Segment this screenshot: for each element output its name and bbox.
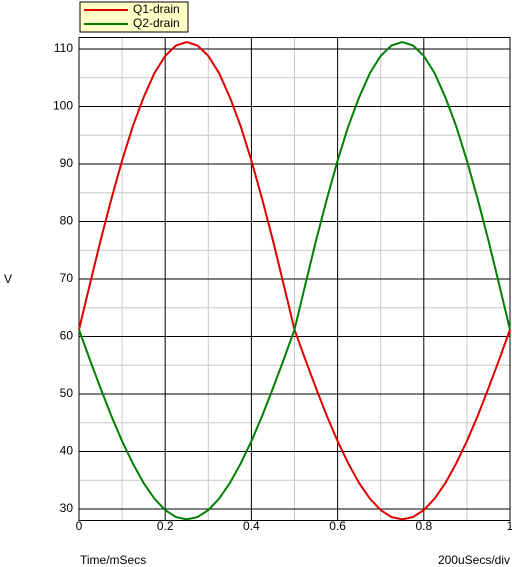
x-tick-label: 0 — [76, 519, 83, 533]
annotation: 200uSecs/div — [438, 553, 510, 567]
x-axis-label: Time/mSecs — [80, 553, 146, 567]
y-tick-label: 90 — [60, 156, 74, 170]
y-tick-label: 100 — [53, 99, 73, 113]
x-tick-label: 1 — [507, 519, 512, 533]
x-tick-label: 0.4 — [243, 519, 260, 533]
y-tick-label: 60 — [60, 329, 74, 343]
y-tick-label: 80 — [60, 214, 74, 228]
plot-frame — [78, 37, 511, 521]
x-tick-label: 0.2 — [157, 519, 174, 533]
y-axis-label: V — [4, 272, 12, 286]
legend-label: Q2-drain — [133, 16, 180, 30]
legend-label: Q1-drain — [133, 2, 180, 16]
y-tick-label: 50 — [60, 386, 74, 400]
series-line — [78, 41, 511, 521]
x-tick-label: 0.6 — [329, 519, 346, 533]
y-tick-label: 110 — [54, 41, 73, 55]
y-tick-label: 30 — [60, 501, 74, 515]
y-tick-label: 70 — [60, 271, 74, 285]
legend-box — [79, 1, 189, 33]
y-tick-label: 40 — [60, 444, 74, 458]
x-tick-label: 0.8 — [415, 519, 432, 533]
